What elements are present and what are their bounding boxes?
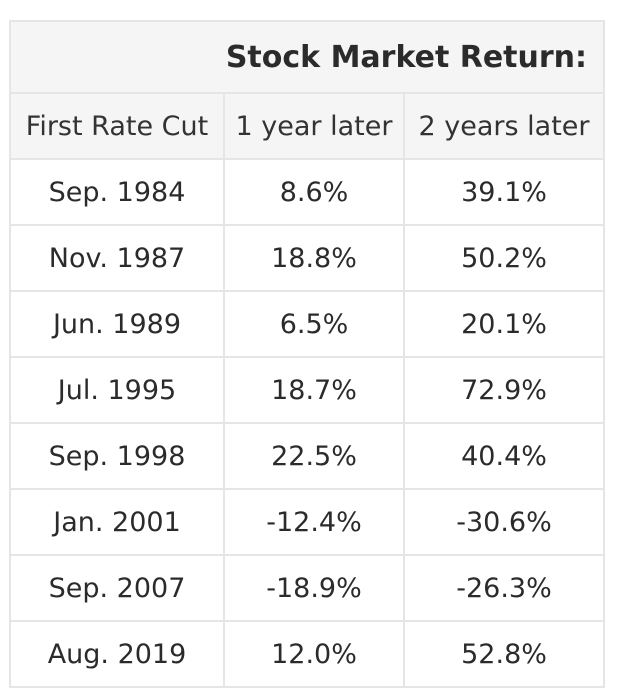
title-row: Stock Market Return: [8, 20, 606, 94]
table-row: Sep. 1984 8.6% 39.1% [9, 158, 606, 226]
header-row: First Rate Cut 1 year later 2 years late… [9, 92, 606, 160]
table-row: Jun. 1989 6.5% 20.1% [9, 290, 606, 358]
header-1-year-later: 1 year later [223, 92, 405, 160]
cell-2-years: -26.3% [402, 554, 606, 622]
table-row: Nov. 1987 18.8% 50.2% [9, 224, 606, 292]
stock-market-return-table: Stock Market Return: First Rate Cut 1 ye… [8, 20, 606, 688]
cell-1-year: 18.7% [223, 356, 405, 424]
cell-2-years: -30.6% [402, 488, 606, 556]
header-first-rate-cut: First Rate Cut [9, 92, 225, 160]
table-row: Jul. 1995 18.7% 72.9% [9, 356, 606, 424]
cell-1-year: 6.5% [223, 290, 405, 358]
cell-date: Jul. 1995 [9, 356, 225, 424]
cell-1-year: 8.6% [223, 158, 405, 226]
cell-2-years: 72.9% [402, 356, 606, 424]
cell-1-year: 12.0% [223, 620, 405, 688]
table-row: Jan. 2001 -12.4% -30.6% [9, 488, 606, 556]
cell-1-year: -18.9% [223, 554, 405, 622]
header-2-years-later: 2 years later [402, 92, 606, 160]
cell-1-year: -12.4% [223, 488, 405, 556]
returns-table-container: Stock Market Return: First Rate Cut 1 ye… [8, 20, 606, 688]
table-row: Aug. 2019 12.0% 52.8% [9, 620, 606, 688]
table-row: Sep. 1998 22.5% 40.4% [9, 422, 606, 490]
cell-date: Aug. 2019 [9, 620, 225, 688]
cell-date: Nov. 1987 [9, 224, 225, 292]
cell-date: Jan. 2001 [9, 488, 225, 556]
cell-date: Sep. 1998 [9, 422, 225, 490]
table-row: Sep. 2007 -18.9% -26.3% [9, 554, 606, 622]
cell-2-years: 50.2% [402, 224, 606, 292]
cell-2-years: 20.1% [402, 290, 606, 358]
cell-1-year: 18.8% [223, 224, 405, 292]
cell-2-years: 52.8% [402, 620, 606, 688]
cell-date: Sep. 2007 [9, 554, 225, 622]
table-title: Stock Market Return: [8, 20, 606, 94]
cell-2-years: 40.4% [402, 422, 606, 490]
cell-1-year: 22.5% [223, 422, 405, 490]
cell-date: Sep. 1984 [9, 158, 225, 226]
cell-2-years: 39.1% [402, 158, 606, 226]
cell-date: Jun. 1989 [9, 290, 225, 358]
